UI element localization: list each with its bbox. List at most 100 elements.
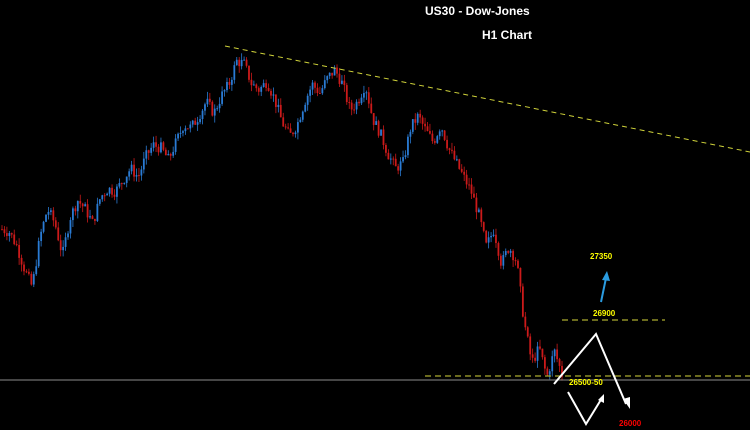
candle-body: [118, 183, 121, 187]
candle-body: [282, 117, 285, 127]
candle-body: [485, 230, 488, 243]
candle-body: [123, 182, 126, 184]
candle-body: [13, 234, 16, 245]
candle-body: [226, 81, 228, 91]
candle-body: [512, 250, 514, 261]
candle-body: [174, 138, 177, 152]
candle-body: [94, 218, 96, 221]
candle-body: [216, 108, 219, 110]
candle-body: [448, 148, 451, 150]
candle-body: [194, 120, 197, 125]
candle-body: [147, 150, 150, 153]
candle-body: [125, 176, 128, 183]
candle-body: [96, 203, 99, 221]
candle-body: [319, 93, 321, 95]
candle-body: [558, 359, 561, 366]
candle-body: [524, 316, 527, 328]
candle-body: [363, 92, 365, 98]
candle-body: [438, 131, 441, 137]
candle-body: [177, 133, 179, 139]
candle-body: [86, 204, 89, 218]
candle-body: [365, 92, 368, 94]
level-label-26900: 26900: [593, 309, 616, 318]
candle-body: [62, 246, 65, 251]
candlestick-series: [1, 53, 563, 381]
candle-body: [455, 159, 458, 161]
candle-body: [426, 126, 429, 132]
candle-body: [377, 121, 380, 136]
candle-body: [250, 79, 253, 86]
candle-body: [238, 59, 241, 67]
candle-body: [113, 194, 116, 197]
candle-body: [81, 203, 84, 207]
candle-body: [306, 95, 309, 105]
level-label-26000: 26000: [619, 419, 642, 428]
candle-body: [25, 271, 28, 273]
candle-body: [360, 97, 363, 104]
candle-body: [433, 141, 436, 143]
candle-body: [243, 59, 245, 61]
candle-body: [539, 346, 541, 349]
candle-body: [382, 129, 385, 146]
candle-body: [15, 244, 18, 246]
candle-body: [184, 128, 187, 132]
candle-body: [453, 150, 456, 160]
candle-body: [514, 260, 517, 262]
candle-body: [328, 72, 331, 77]
candle-body: [172, 151, 175, 156]
candle-body: [84, 204, 87, 207]
candle-body: [341, 80, 343, 84]
candle-body: [32, 274, 35, 285]
candle-body: [89, 216, 91, 218]
candle-body: [492, 234, 495, 236]
candle-body: [279, 104, 282, 118]
candle-body: [211, 101, 214, 116]
candle-body: [404, 155, 407, 158]
candle-body: [245, 59, 248, 66]
chart-title: US30 - Dow-Jones: [425, 4, 530, 18]
candle-body: [59, 240, 62, 251]
candle-body: [541, 348, 544, 358]
candle-body: [441, 130, 444, 132]
candle-body: [475, 197, 478, 213]
candle-body: [235, 59, 238, 66]
candle-body: [18, 245, 21, 258]
candle-body: [240, 59, 243, 67]
candle-body: [260, 86, 263, 92]
candle-body: [534, 357, 537, 361]
candle-body: [111, 187, 113, 195]
candle-body: [314, 82, 316, 88]
candle-body: [116, 186, 118, 197]
candle-body: [52, 210, 55, 221]
candle-body: [326, 76, 329, 81]
candle-body: [42, 221, 45, 232]
candle-body: [431, 133, 434, 142]
candle-body: [284, 126, 287, 128]
candle-body: [468, 184, 470, 186]
candle-body: [358, 101, 360, 104]
candle-body: [385, 145, 387, 153]
candle-body: [392, 158, 395, 160]
candle-body: [409, 131, 412, 137]
candle-body: [47, 211, 50, 215]
candle-body: [490, 235, 492, 238]
target-up-arrow: [600, 271, 610, 303]
candle-body: [64, 237, 67, 247]
candle-body: [323, 80, 326, 89]
level-label-27350: 27350: [590, 252, 613, 261]
candle-body: [230, 79, 233, 85]
candle-body: [375, 121, 378, 125]
candle-body: [316, 87, 319, 94]
candle-body: [301, 111, 304, 120]
candle-body: [152, 142, 155, 148]
candle-body: [128, 171, 131, 177]
resistance-trendline: [224, 45, 750, 153]
candle-body: [446, 139, 448, 149]
candle-body: [179, 132, 182, 134]
candle-body: [155, 142, 157, 147]
candle-body: [191, 120, 194, 125]
candle-body: [519, 267, 522, 287]
candle-body: [287, 127, 290, 129]
candle-body: [186, 128, 189, 130]
